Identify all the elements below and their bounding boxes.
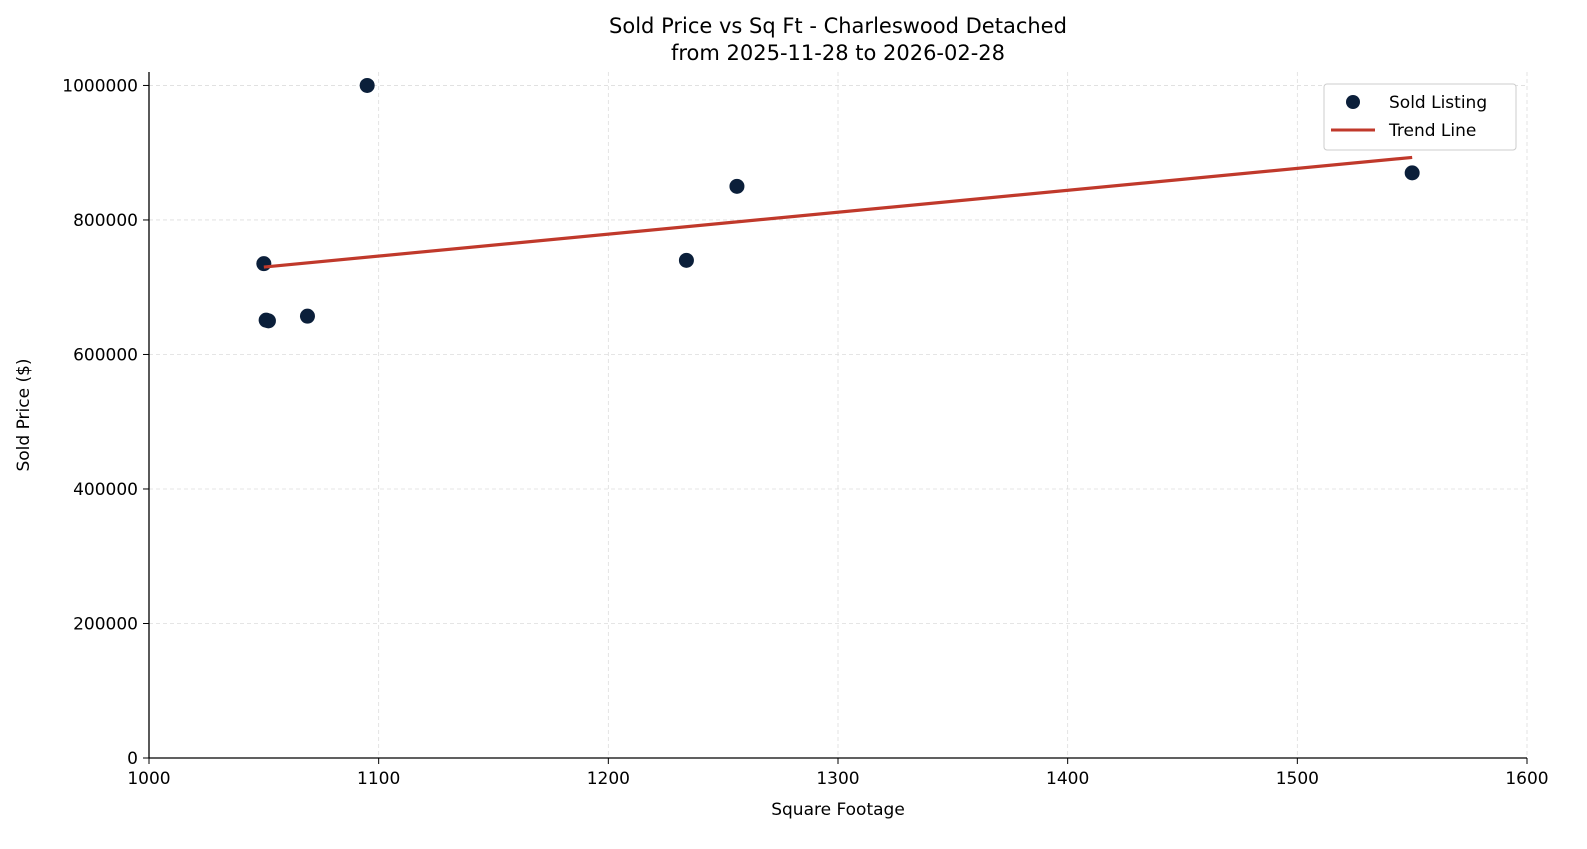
legend-marker-sold-listing [1346, 95, 1360, 109]
chart-subtitle: from 2025-11-28 to 2026-02-28 [671, 41, 1005, 65]
legend-label-sold-listing: Sold Listing [1389, 93, 1487, 113]
trend-line [263, 155, 1413, 269]
data-point-sold-listing [729, 178, 745, 194]
legend: Sold Listing Trend Line [1323, 83, 1517, 151]
data-point-sold-listing [299, 308, 315, 324]
data-point-sold-listing [256, 256, 272, 272]
y-tick-label: 0 [127, 749, 138, 769]
y-axis-label: Sold Price ($) [14, 358, 34, 471]
y-tick-label: 800000 [73, 211, 138, 231]
marks [256, 77, 1420, 329]
x-tick-label: 1000 [127, 769, 170, 789]
x-tick-label: 1300 [816, 769, 859, 789]
y-tick-label: 400000 [73, 480, 138, 500]
y-tick-label: 200000 [73, 614, 138, 634]
legend-label-trend-line: Trend Line [1388, 121, 1476, 141]
x-tick-label: 1600 [1505, 769, 1548, 789]
grid [149, 72, 1528, 758]
x-axis-label: Square Footage [771, 800, 905, 820]
y-tick-label: 600000 [73, 345, 138, 365]
y-tick-label: 1000000 [62, 76, 138, 96]
data-point-sold-listing [678, 252, 694, 268]
chart-title: Sold Price vs Sq Ft - Charleswood Detach… [609, 14, 1067, 38]
x-tick-label: 1200 [587, 769, 630, 789]
x-tick-label: 1100 [357, 769, 400, 789]
data-point-sold-listing [260, 313, 276, 329]
data-point-sold-listing [359, 77, 375, 93]
data-point-sold-listing [1404, 165, 1420, 181]
x-tick-label: 1400 [1046, 769, 1089, 789]
ticks: 1000 1100 1200 1300 1400 1500 1600 0 200000 40000… [62, 76, 1548, 789]
x-tick-label: 1500 [1276, 769, 1319, 789]
